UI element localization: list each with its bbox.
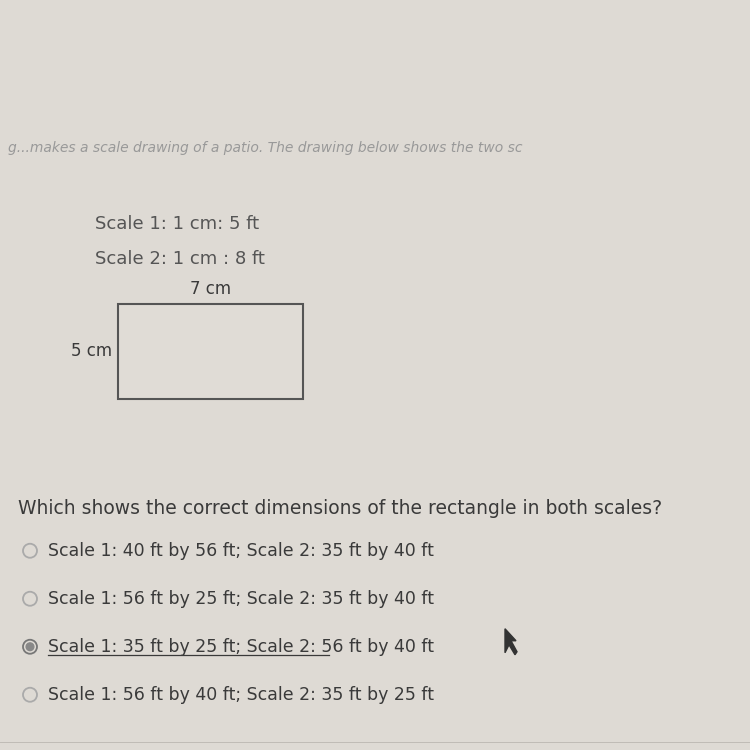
Text: Scale 1: 40 ft by 56 ft; Scale 2: 35 ft by 40 ft: Scale 1: 40 ft by 56 ft; Scale 2: 35 ft … bbox=[48, 542, 434, 560]
Text: Scale 1: 1 cm: 5 ft: Scale 1: 1 cm: 5 ft bbox=[95, 214, 260, 232]
Text: Which shows the correct dimensions of the rectangle in both scales?: Which shows the correct dimensions of th… bbox=[18, 499, 662, 517]
Text: Scale 1: 56 ft by 25 ft; Scale 2: 35 ft by 40 ft: Scale 1: 56 ft by 25 ft; Scale 2: 35 ft … bbox=[48, 590, 434, 608]
Text: 7 cm: 7 cm bbox=[190, 280, 231, 298]
Bar bbox=[118, 304, 303, 399]
Circle shape bbox=[23, 688, 37, 702]
Circle shape bbox=[23, 640, 37, 654]
Circle shape bbox=[23, 592, 37, 606]
Text: Scale 1: 56 ft by 40 ft; Scale 2: 35 ft by 25 ft: Scale 1: 56 ft by 40 ft; Scale 2: 35 ft … bbox=[48, 686, 434, 703]
Polygon shape bbox=[505, 628, 517, 655]
Circle shape bbox=[23, 544, 37, 558]
Text: 5 cm: 5 cm bbox=[70, 342, 112, 360]
Text: Scale 1: 35 ft by 25 ft; Scale 2: 56 ft by 40 ft: Scale 1: 35 ft by 25 ft; Scale 2: 56 ft … bbox=[48, 638, 434, 656]
Text: g...makes a scale drawing of a patio. The drawing below shows the two sc: g...makes a scale drawing of a patio. Th… bbox=[8, 141, 522, 155]
Text: Scale 2: 1 cm : 8 ft: Scale 2: 1 cm : 8 ft bbox=[95, 250, 265, 268]
Circle shape bbox=[26, 643, 34, 650]
